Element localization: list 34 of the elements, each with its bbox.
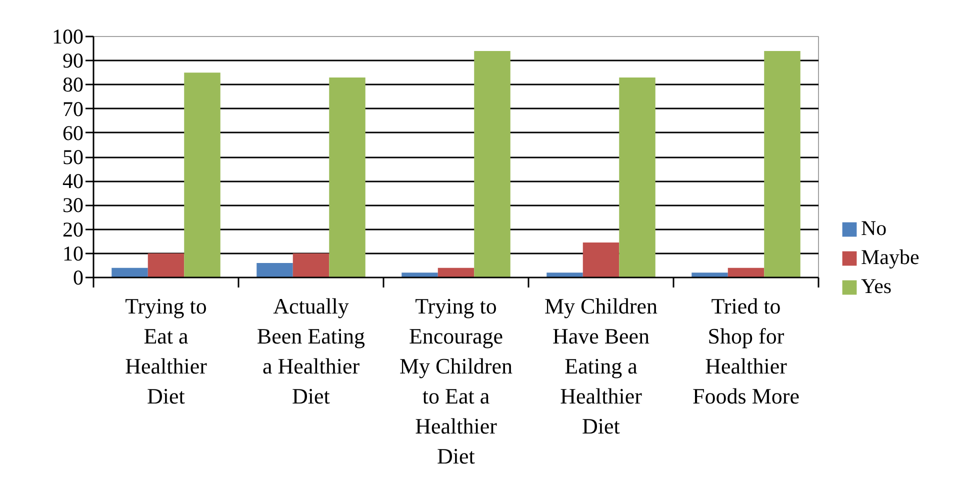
y-tick-label: 30 bbox=[62, 193, 84, 218]
bar bbox=[402, 272, 438, 278]
x-tick-label: My Children Have Been Eating a Healthier Diet bbox=[544, 294, 658, 438]
x-tick-label: Trying to Encourage My Children to Eat a Healthier Diet bbox=[399, 294, 513, 468]
y-tick-label: 0 bbox=[73, 266, 84, 290]
y-tick-label: 100 bbox=[52, 24, 84, 48]
y-tick-label: 40 bbox=[62, 169, 84, 194]
bar bbox=[329, 77, 366, 278]
bar bbox=[582, 242, 620, 278]
bar bbox=[112, 268, 148, 278]
legend-label: No bbox=[861, 216, 887, 241]
bar bbox=[184, 72, 220, 278]
x-tick-label: Tried to Shop for Healthier Foods More bbox=[692, 294, 800, 408]
bar bbox=[438, 268, 474, 278]
bar bbox=[692, 272, 728, 278]
bar bbox=[764, 50, 800, 278]
legend-label: Maybe bbox=[861, 245, 920, 270]
y-tick-label: 60 bbox=[62, 120, 84, 145]
x-tick-label: Actually Been Eating a Healthier Diet bbox=[256, 294, 366, 408]
y-tick-label: 10 bbox=[62, 241, 84, 266]
bar bbox=[546, 272, 583, 278]
bar bbox=[292, 253, 330, 278]
y-tick-label: 50 bbox=[62, 145, 84, 169]
bar bbox=[619, 77, 656, 278]
x-tick-label: Trying to Eat a Healthier Diet bbox=[125, 294, 208, 408]
y-tick-label: 80 bbox=[62, 72, 84, 97]
legend-label: Yes bbox=[861, 274, 892, 299]
bar bbox=[728, 268, 764, 278]
bar bbox=[256, 263, 293, 278]
bar bbox=[474, 50, 510, 278]
bar bbox=[148, 253, 184, 278]
y-tick-label: 20 bbox=[62, 217, 84, 242]
y-tick-label: 90 bbox=[62, 48, 84, 73]
y-tick-label: 70 bbox=[62, 96, 84, 121]
